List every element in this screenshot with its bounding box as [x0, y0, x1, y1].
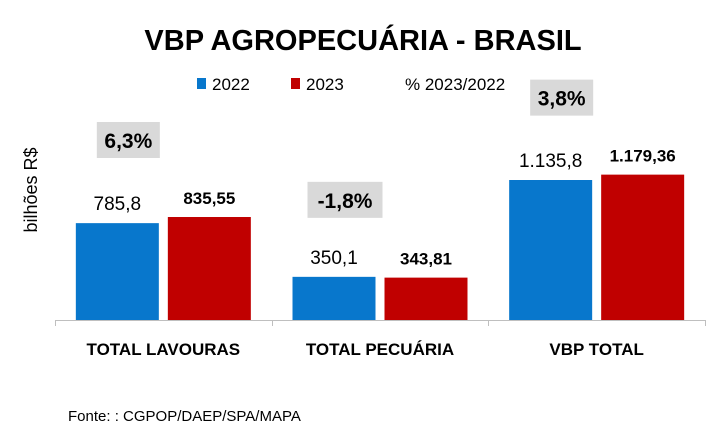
source-note: Fonte: : CGPOP/DAEP/SPA/MAPA: [68, 408, 301, 425]
bar-2022-0: [75, 223, 159, 320]
legend-label-pct: % 2023/2022: [405, 75, 505, 94]
legend-swatch-2023: [291, 78, 300, 89]
x-tick-label: VBP TOTAL: [549, 340, 643, 359]
pct-change-label: 6,3%: [104, 130, 152, 153]
bar-2023-2: [601, 174, 685, 320]
legend-swatch-2022: [197, 78, 206, 89]
legend: 2022 2023 % 2023/2022: [197, 75, 505, 94]
data-label-2022: 785,8: [94, 194, 142, 215]
bar-2022-2: [509, 180, 593, 320]
data-label-2023: 1.179,36: [610, 147, 676, 166]
pct-change-box: [96, 122, 160, 159]
bar-2022-1: [292, 276, 376, 320]
legend-label-2023: 2023: [306, 75, 344, 94]
bar-2023-0: [167, 217, 251, 320]
data-label-2023: 343,81: [400, 250, 452, 269]
pct-change-box: [530, 79, 594, 116]
x-tick-label: TOTAL PECUÁRIA: [306, 340, 454, 359]
data-label-2022: 350,1: [310, 248, 358, 269]
bar-2023-1: [384, 277, 468, 320]
data-label-2022: 1.135,8: [519, 151, 582, 172]
legend-label-2022: 2022: [212, 75, 250, 94]
pct-change-box: [307, 181, 383, 218]
data-label-2023: 835,55: [183, 189, 235, 208]
chart-title: VBP AGROPECUÁRIA - BRASIL: [144, 23, 581, 57]
pct-change-label: -1,8%: [318, 190, 373, 213]
x-tick-label: TOTAL LAVOURAS: [87, 340, 241, 359]
pct-change-label: 3,8%: [538, 88, 586, 111]
y-axis-label: bilhões R$: [21, 147, 41, 232]
